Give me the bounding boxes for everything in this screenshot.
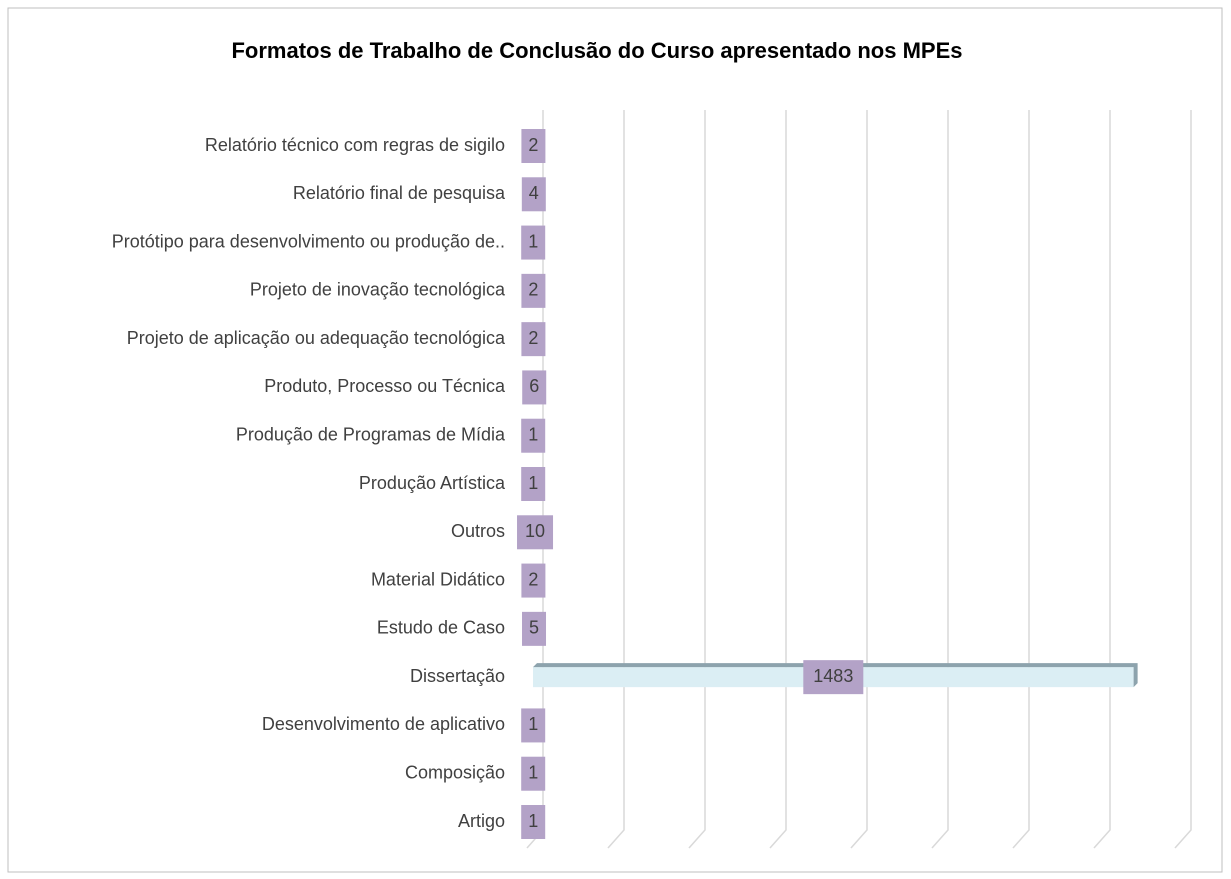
chart-title: Formatos de Trabalho de Conclusão do Cur… xyxy=(231,38,962,63)
y-tick-label: Produção de Programas de Mídia xyxy=(236,424,506,444)
y-tick-label: Material Didático xyxy=(371,569,505,589)
y-tick-label: Projeto de inovação tecnológica xyxy=(250,280,506,300)
data-label: 2 xyxy=(528,569,538,589)
data-label-box xyxy=(803,660,864,695)
y-tick-label: Produção Artística xyxy=(359,473,506,493)
data-label-box xyxy=(521,708,546,743)
data-label-box xyxy=(521,177,546,212)
y-tick-label: Outros xyxy=(451,521,505,541)
data-label: 10 xyxy=(525,521,545,541)
grid-line xyxy=(1012,110,1030,849)
data-label: 1483 xyxy=(813,666,853,686)
data-label: 1 xyxy=(528,473,538,493)
data-label: 1 xyxy=(528,714,538,734)
data-label: 6 xyxy=(529,376,539,396)
grid-line xyxy=(1174,110,1192,849)
grid-line xyxy=(931,110,949,849)
bar-edge xyxy=(533,663,1138,688)
y-tick-label: Desenvolvimento de aplicativo xyxy=(262,714,505,734)
data-label: 1 xyxy=(528,231,538,251)
data-label: 1 xyxy=(528,762,538,782)
y-tick-label: Estudo de Caso xyxy=(377,618,505,638)
data-label-box xyxy=(522,370,547,405)
grid-line xyxy=(1093,110,1111,849)
y-tick-label: Dissertação xyxy=(410,666,505,686)
data-label: 1 xyxy=(528,424,538,444)
y-tick-label: Produto, Processo ou Técnica xyxy=(264,376,506,396)
y-tick-label: Relatório técnico com regras de sigilo xyxy=(205,135,505,155)
data-label-box xyxy=(521,756,546,791)
grid-line xyxy=(607,110,625,849)
data-label: 2 xyxy=(528,135,538,155)
data-label-box xyxy=(521,467,546,501)
y-tick-label: Projeto de aplicação ou adequação tecnol… xyxy=(127,328,506,348)
data-label-box xyxy=(521,273,546,308)
data-label-box xyxy=(521,225,546,260)
y-tick-label: Relatório final de pesquisa xyxy=(293,183,506,203)
data-label-box xyxy=(521,322,546,357)
data-label: 2 xyxy=(528,328,538,348)
data-label: 2 xyxy=(528,280,538,300)
data-label: 4 xyxy=(529,183,539,203)
y-tick-label: Composição xyxy=(405,762,505,782)
grid-line xyxy=(688,110,706,849)
data-label-box xyxy=(522,611,547,646)
data-label-box xyxy=(521,563,546,598)
data-label-box xyxy=(521,418,546,453)
data-label: 5 xyxy=(529,618,539,638)
grid-line xyxy=(850,110,868,849)
data-label: 1 xyxy=(528,811,538,831)
grid-line xyxy=(769,110,787,849)
y-tick-label: Protótipo para desenvolvimento ou produç… xyxy=(112,231,505,251)
y-tick-label: Artigo xyxy=(458,811,505,831)
chart-border xyxy=(7,7,1223,873)
data-label-box xyxy=(517,515,554,550)
data-label-box xyxy=(521,129,546,163)
data-label-box xyxy=(521,805,546,839)
